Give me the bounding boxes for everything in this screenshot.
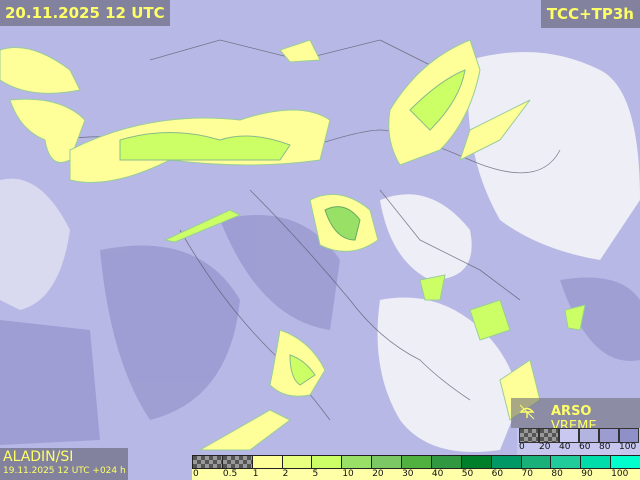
valid-time-label: 20.11.2025 12 UTC: [0, 0, 170, 26]
cloud-legend-label: 0: [519, 442, 525, 452]
thick-cloud-areas: [0, 215, 640, 445]
cloud-legend-swatch: [579, 428, 599, 443]
precip-legend-swatch: [460, 455, 492, 469]
precip-legend-swatch: [580, 455, 612, 469]
precip-legend-label: 2: [282, 469, 289, 479]
precip-legend-label: 0: [193, 469, 199, 479]
precip-legend-swatch: [550, 455, 582, 469]
weather-umbrella-icon: [519, 404, 535, 420]
precip-legend-label: 5: [312, 469, 319, 479]
cloud-legend-label: 100: [619, 442, 637, 452]
precip-legend-label: 20: [372, 469, 384, 479]
precip-legend-label: 80: [551, 469, 563, 479]
precip-legend-swatch: [401, 455, 432, 469]
precip-legend-label: 70: [521, 469, 533, 479]
cloud-legend-label: 40: [559, 442, 571, 452]
precip-legend-label: 1: [252, 469, 259, 479]
precip-legend-swatch: [192, 455, 223, 469]
precip-legend-swatch: [610, 455, 640, 469]
cloud-cover-legend: 0 20 40 60 80 100: [517, 428, 640, 456]
product-label: TCC+TP3h: [540, 0, 640, 28]
cloud-legend-label: 80: [599, 442, 611, 452]
precip-legend-swatch: [520, 455, 552, 469]
cloud-legend-swatch: [539, 428, 559, 443]
cloud-legend-label: 20: [539, 442, 551, 452]
precip-legend-label: 40: [431, 469, 444, 479]
precip-legend-swatch: [221, 455, 253, 469]
cloud-legend-swatch: [519, 428, 539, 443]
precip-legend-swatch: [311, 455, 343, 469]
cloud-legend-label: 60: [579, 442, 591, 452]
precip-legend-swatch: [281, 455, 313, 469]
cloud-legend-swatch: [619, 428, 639, 443]
model-info: ALADIN/SI 19.11.2025 12 UTC +024 h: [0, 448, 128, 480]
precip-legend-label: 50: [461, 469, 474, 479]
precipitation-legend: 0 0.5 1 2 5 10 20 30 40 50 60 70 80 90 100: [192, 455, 640, 480]
precip-legend-label: 60: [491, 469, 504, 479]
cloud-legend-swatch: [599, 428, 619, 443]
precipitation-labels: 0 0.5 1 2 5 10 20 30 40 50 60 70 80 90 100: [192, 469, 640, 480]
precipitation-areas: [0, 39, 586, 451]
arso-logo: ARSO VREME: [511, 398, 640, 434]
model-run: 19.11.2025 12 UTC +024 h: [3, 466, 126, 476]
precip-legend-label: 0.5: [222, 469, 238, 479]
precip-legend-label: 100: [611, 469, 629, 479]
cloud-legend-swatch: [559, 428, 579, 443]
brand-bold: ARSO: [551, 404, 592, 419]
precip-legend-swatch: [251, 455, 283, 469]
precipitation-color-bar: [192, 455, 640, 469]
precip-legend-label: 90: [581, 469, 593, 479]
model-name: ALADIN/SI: [3, 449, 74, 465]
precip-legend-swatch: [490, 455, 522, 469]
precip-legend-swatch: [430, 455, 462, 469]
precip-legend-swatch: [341, 455, 373, 469]
precip-legend-label: 30: [402, 469, 414, 479]
precip-legend-label: 10: [342, 469, 354, 479]
precip-legend-swatch: [371, 455, 403, 469]
